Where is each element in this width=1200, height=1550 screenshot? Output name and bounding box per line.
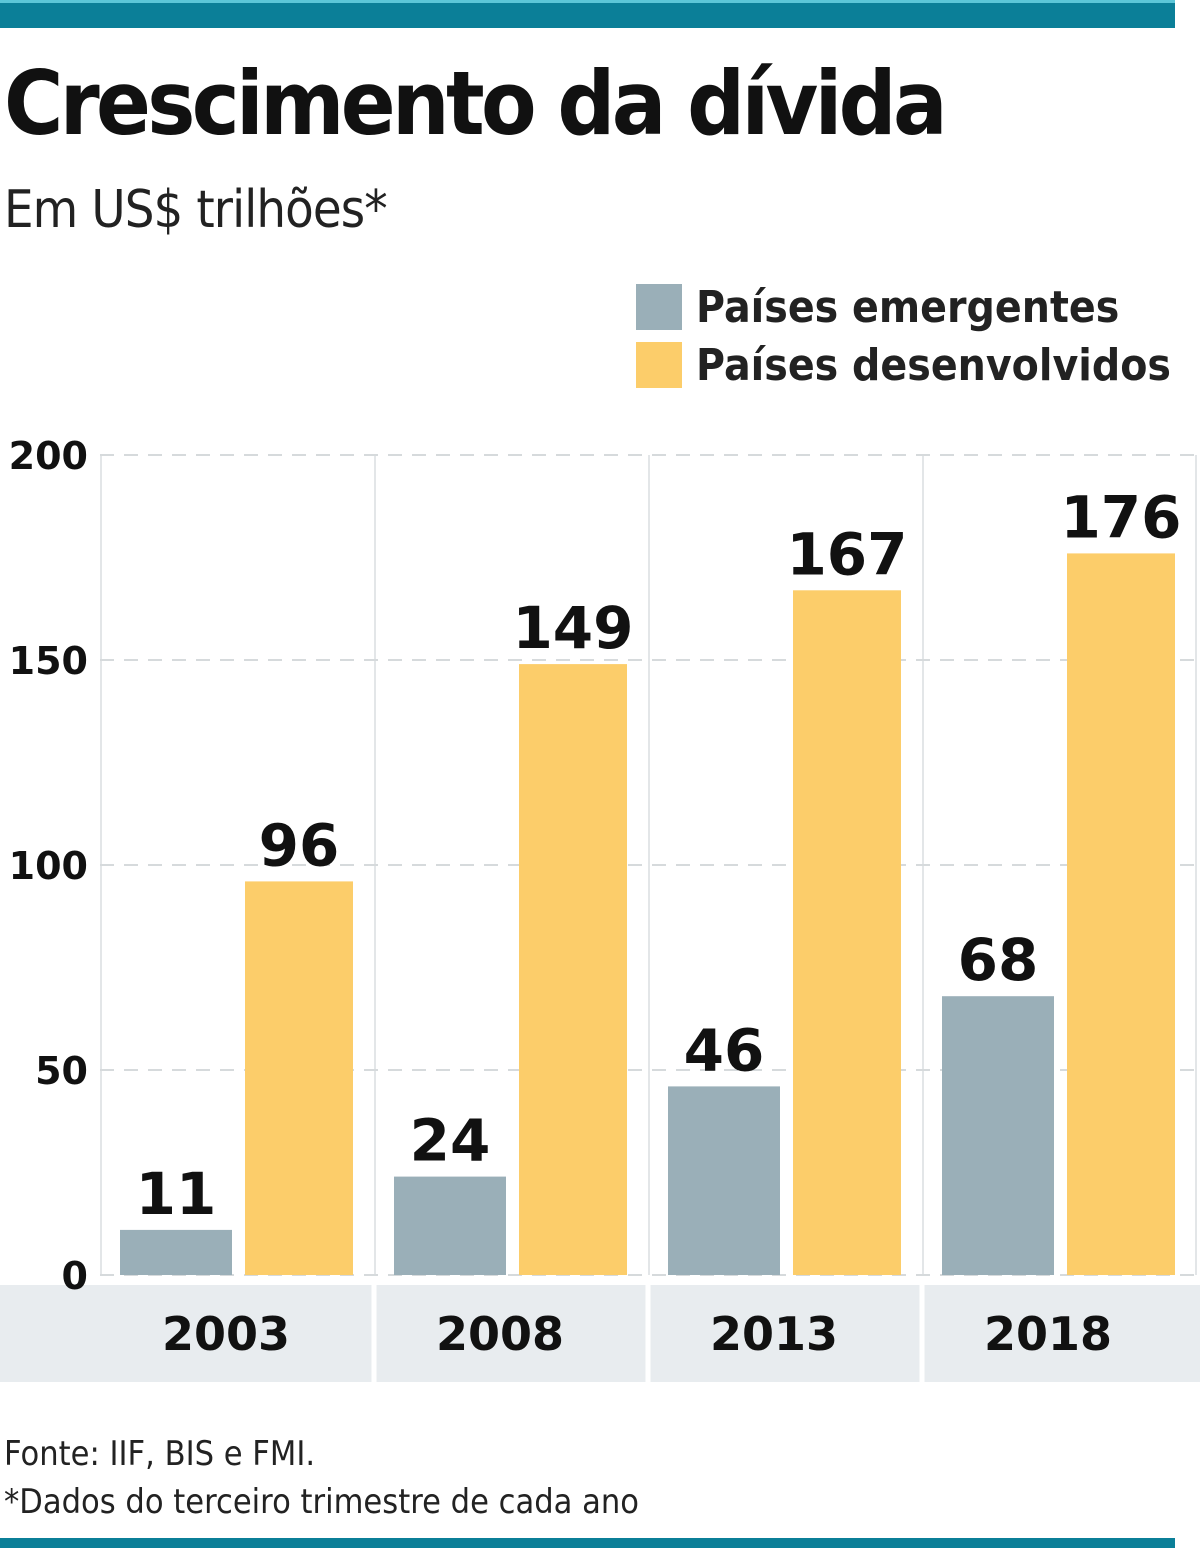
y-tick-label: 50 [35, 1049, 88, 1093]
source-note: Fonte: IIF, BIS e FMI. [4, 1434, 316, 1474]
bar-desenvolvidos-2008 [519, 664, 627, 1275]
y-tick-label: 0 [62, 1254, 88, 1298]
data-label: 68 [958, 926, 1039, 994]
bottom-accent-bar [0, 1538, 1175, 1548]
y-tick-label: 100 [9, 844, 88, 888]
data-label: 46 [684, 1016, 765, 1084]
bar-emergentes-2018 [942, 996, 1054, 1275]
legend-label: Países emergentes [696, 281, 1120, 333]
legend-item-emergentes: Países emergentes [636, 278, 1200, 336]
legend-swatch-desenvolvidos [636, 342, 682, 388]
x-tick-label: 2013 [710, 1307, 838, 1361]
y-tick-label: 200 [9, 434, 88, 478]
bar-desenvolvidos-2018 [1067, 553, 1175, 1275]
bar-emergentes-2003 [120, 1229, 232, 1275]
bar-desenvolvidos-2013 [793, 590, 901, 1275]
y-tick-label: 150 [9, 639, 88, 683]
category-band [0, 1285, 1200, 1382]
legend-label: Países desenvolvidos [696, 339, 1171, 391]
legend-swatch-emergentes [636, 284, 682, 330]
data-label: 11 [136, 1160, 217, 1228]
chart-subtitle: Em US$ trilhões* [4, 180, 388, 240]
bar-emergentes-2008 [394, 1176, 506, 1275]
x-tick-label: 2008 [436, 1307, 564, 1361]
data-label: 167 [786, 520, 907, 588]
bar-emergentes-2013 [668, 1086, 780, 1275]
data-label: 149 [512, 594, 633, 662]
top-accent-bar [0, 0, 1175, 28]
x-tick-label: 2003 [162, 1307, 290, 1361]
legend-item-desenvolvidos: Países desenvolvidos [636, 336, 1200, 394]
x-tick-label: 2018 [984, 1307, 1112, 1361]
footnote: *Dados do terceiro trimestre de cada ano [4, 1482, 639, 1522]
footer: Fonte: IIF, BIS e FMI. *Dados do terceir… [4, 1430, 639, 1526]
data-label: 24 [410, 1107, 491, 1175]
data-label: 96 [259, 811, 340, 879]
data-label: 176 [1060, 483, 1181, 551]
bar-desenvolvidos-2003 [245, 881, 353, 1275]
legend: Países emergentes Países desenvolvidos [636, 278, 1200, 394]
chart-title: Crescimento da dívida [4, 52, 948, 155]
